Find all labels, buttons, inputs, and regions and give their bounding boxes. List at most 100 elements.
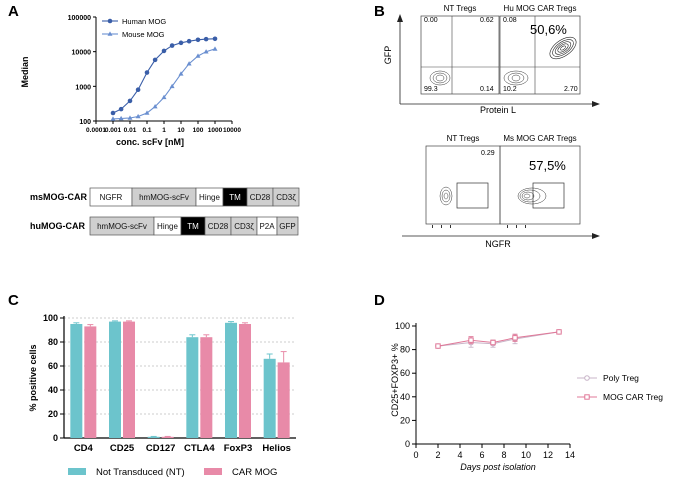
time-course-point bbox=[435, 343, 441, 349]
b1-rq-lr: 2.70 bbox=[564, 86, 578, 93]
dose-response-ytick-label: 1000 bbox=[75, 84, 91, 91]
marker-bar-legend-label: CAR MOG bbox=[232, 467, 277, 478]
flow-gfp-protein-l: GFP Protein L NT Tregs Hu MOG CAR Tregs … bbox=[383, 4, 600, 115]
marker-bar-legend-swatch bbox=[68, 468, 86, 475]
hu-segment-label: P2A bbox=[259, 222, 275, 231]
time-course-ytick-label: 40 bbox=[400, 392, 410, 402]
time-course-xtick-label: 12 bbox=[543, 450, 553, 460]
ms-segment-label: CD3ζ bbox=[276, 193, 296, 202]
b1-rq-ul: 0.08 bbox=[503, 17, 517, 24]
ms-segment bbox=[272, 187, 300, 207]
marker-bar-nt bbox=[109, 321, 121, 438]
time-course-axes: 0 20 40 60 80 100 0 2 4 6 8 10 12 14 bbox=[395, 321, 575, 460]
b1-right-population-low bbox=[503, 70, 529, 86]
b2-left-title: NT Tregs bbox=[447, 134, 480, 143]
marker-bar-ytick-label: 80 bbox=[48, 337, 58, 347]
b1-q-ll: 99.3 bbox=[424, 86, 438, 93]
car-constructs: msMOG-CAR NGFR hmMOG-scFv Hinge TM CD28 CD3ζ … bbox=[30, 187, 300, 236]
dose-response-ytick-label: 10000 bbox=[72, 50, 92, 57]
time-course-point bbox=[512, 335, 518, 341]
time-course-xtick-label: 14 bbox=[565, 450, 575, 460]
b1-y-arrow bbox=[397, 14, 403, 22]
dose-response-point bbox=[195, 53, 201, 58]
dose-response-point bbox=[127, 98, 133, 104]
time-course-xtick-label: 2 bbox=[435, 450, 440, 460]
dose-response-point bbox=[152, 104, 158, 109]
dose-response-legend: Human MOG Mouse MOG bbox=[102, 17, 166, 39]
marker-bar-legend: Not Transduced (NT) CAR MOG bbox=[68, 467, 277, 478]
marker-bar-nt bbox=[225, 322, 237, 438]
ms-construct-bar: NGFR hmMOG-scFv Hinge TM CD28 CD3ζ bbox=[89, 187, 300, 207]
marker-bar-category-label: CD127 bbox=[146, 443, 176, 454]
time-course-ytick-label: 80 bbox=[400, 345, 410, 355]
b1-right-title: Hu MOG CAR Tregs bbox=[504, 4, 577, 13]
dose-response-xtick-label: 10000 bbox=[223, 127, 241, 134]
marker-bar-grid bbox=[64, 317, 296, 415]
ms-segment-label: Hinge bbox=[199, 193, 220, 202]
time-course-legend-label: Poly Treg bbox=[603, 373, 639, 383]
marker-bar-legend-swatch bbox=[204, 468, 222, 475]
b2-right-title: Ms MOG CAR Tregs bbox=[503, 134, 576, 143]
marker-bar-bars bbox=[70, 320, 290, 438]
b2-gate-label: 0.29 bbox=[481, 150, 495, 157]
panel-letter-a: A bbox=[8, 3, 19, 20]
dose-response-line-mouse bbox=[112, 48, 216, 120]
hu-construct-label: huMOG-CAR bbox=[30, 221, 85, 231]
dose-response-point bbox=[212, 36, 218, 42]
dose-response-point bbox=[212, 46, 218, 51]
dose-response-point bbox=[203, 49, 209, 54]
dose-response-ytick-label: 100 bbox=[79, 119, 91, 126]
ms-segment-label: NGFR bbox=[100, 193, 123, 202]
dose-response-point bbox=[186, 38, 192, 44]
ms-construct-label: msMOG-CAR bbox=[30, 192, 88, 202]
b2-left-plot bbox=[425, 145, 501, 225]
dose-response-point bbox=[152, 57, 158, 63]
marker-bar-category-label: CTLA4 bbox=[184, 443, 215, 454]
marker-bar-nt bbox=[186, 337, 199, 438]
dose-response-xtick-label: 0.1 bbox=[142, 127, 151, 134]
time-course-xtick-label: 6 bbox=[479, 450, 484, 460]
dose-response-point bbox=[178, 71, 184, 76]
marker-bar-nt bbox=[147, 436, 160, 438]
time-course-xtick-label: 0 bbox=[413, 450, 418, 460]
time-course-chart: 0 20 40 60 80 100 0 2 4 6 8 10 12 14 Poly Treg MOG CAR… bbox=[390, 321, 663, 472]
time-course-series bbox=[435, 329, 562, 349]
dose-response-legend-label: Mouse MOG bbox=[122, 30, 165, 39]
dose-response-point bbox=[186, 61, 192, 66]
time-course-xtick-label: 10 bbox=[521, 450, 531, 460]
time-course-xtick-label: 4 bbox=[457, 450, 462, 460]
dose-response-point bbox=[169, 43, 175, 48]
marker-bar-car bbox=[200, 337, 213, 438]
hu-segment-label: GFP bbox=[279, 222, 295, 231]
hu-construct-bar: hmMOG-scFv Hinge TM CD28 CD3ζ P2A GFP bbox=[89, 216, 299, 236]
time-course-ytick-label: 60 bbox=[400, 368, 410, 378]
b1-left-population bbox=[429, 70, 451, 86]
b1-left-plot bbox=[420, 15, 500, 95]
b1-left-title: NT Tregs bbox=[444, 4, 477, 13]
dose-response-xtick-label: 1000 bbox=[208, 127, 223, 134]
dose-response-xlabel: conc. scFv [nM] bbox=[116, 137, 184, 147]
dose-response-legend-marker bbox=[107, 31, 113, 36]
time-course-ytick-label: 0 bbox=[405, 439, 410, 449]
b2-right-population bbox=[517, 187, 547, 205]
dose-response-xtick-label: 1 bbox=[162, 127, 166, 134]
hu-segment bbox=[276, 216, 299, 236]
marker-bar-car bbox=[277, 362, 290, 438]
marker-bar-car bbox=[123, 321, 135, 438]
b2-percent: 57,5% bbox=[529, 158, 566, 173]
ms-segment-label: CD28 bbox=[250, 193, 271, 202]
time-course-xlabel: Days post isolation bbox=[460, 462, 536, 472]
flow-ngfr: NGFR NT Tregs Ms MOG CAR Tregs 57,5% 0.2… bbox=[402, 134, 600, 249]
dose-response-point bbox=[144, 70, 150, 75]
dose-response-point bbox=[144, 110, 150, 115]
b2-x-arrow bbox=[592, 233, 600, 239]
dose-response-point bbox=[118, 106, 124, 112]
marker-bar-ytick-label: 20 bbox=[48, 409, 58, 419]
dose-response-point bbox=[178, 40, 184, 46]
ms-segment-label: TM bbox=[229, 193, 241, 202]
marker-bar-car bbox=[239, 324, 251, 438]
time-course-legend-label: MOG CAR Treg bbox=[603, 392, 663, 402]
panel-letter-c: C bbox=[8, 292, 19, 309]
marker-bar-category-label: CD4 bbox=[74, 443, 94, 454]
